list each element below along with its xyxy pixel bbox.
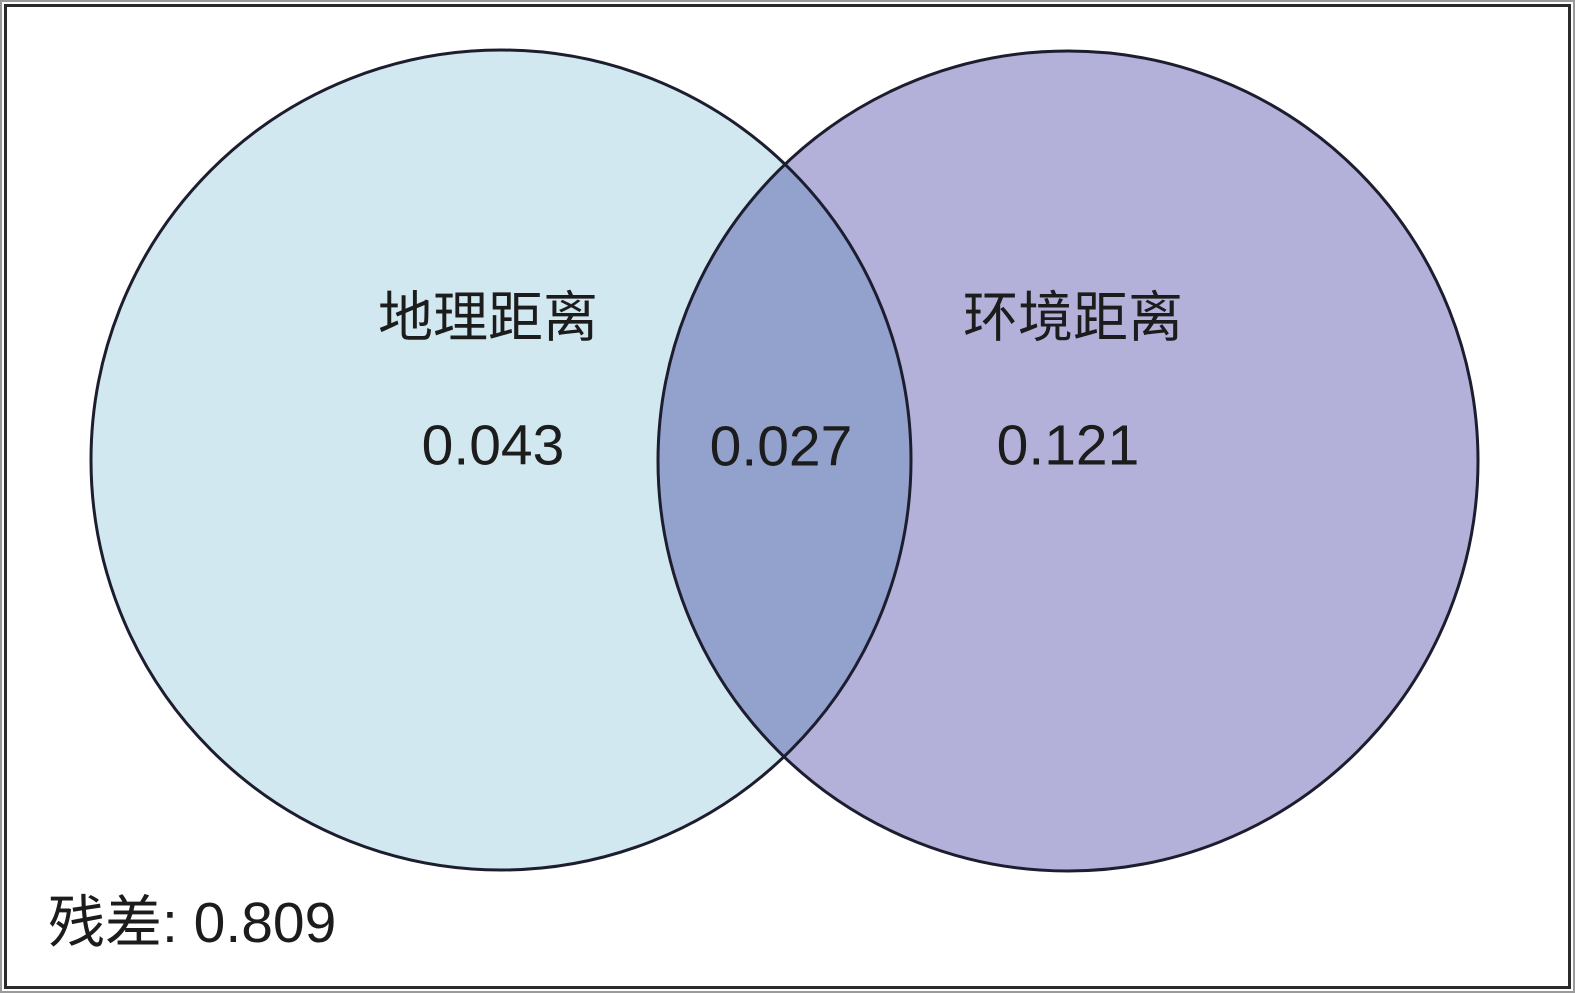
residual-value: : 0.809 [162, 891, 337, 955]
left-circle-outline [89, 48, 913, 872]
right-set-label: 环境距离 [962, 285, 1184, 350]
right-set-value: 0.121 [996, 413, 1140, 478]
right-circle-fill [658, 51, 1478, 871]
left-set-label: 地理距离 [377, 285, 599, 350]
residual-label: 残差 [48, 890, 162, 956]
left-circle-fill [91, 50, 911, 870]
left-set-value: 0.043 [421, 413, 565, 478]
overlap-value: 0.027 [709, 414, 853, 479]
residual-annotation: 残差: 0.809 [48, 895, 336, 952]
right-circle-outline [656, 49, 1480, 873]
overlap-lens-fill [657, 164, 912, 757]
